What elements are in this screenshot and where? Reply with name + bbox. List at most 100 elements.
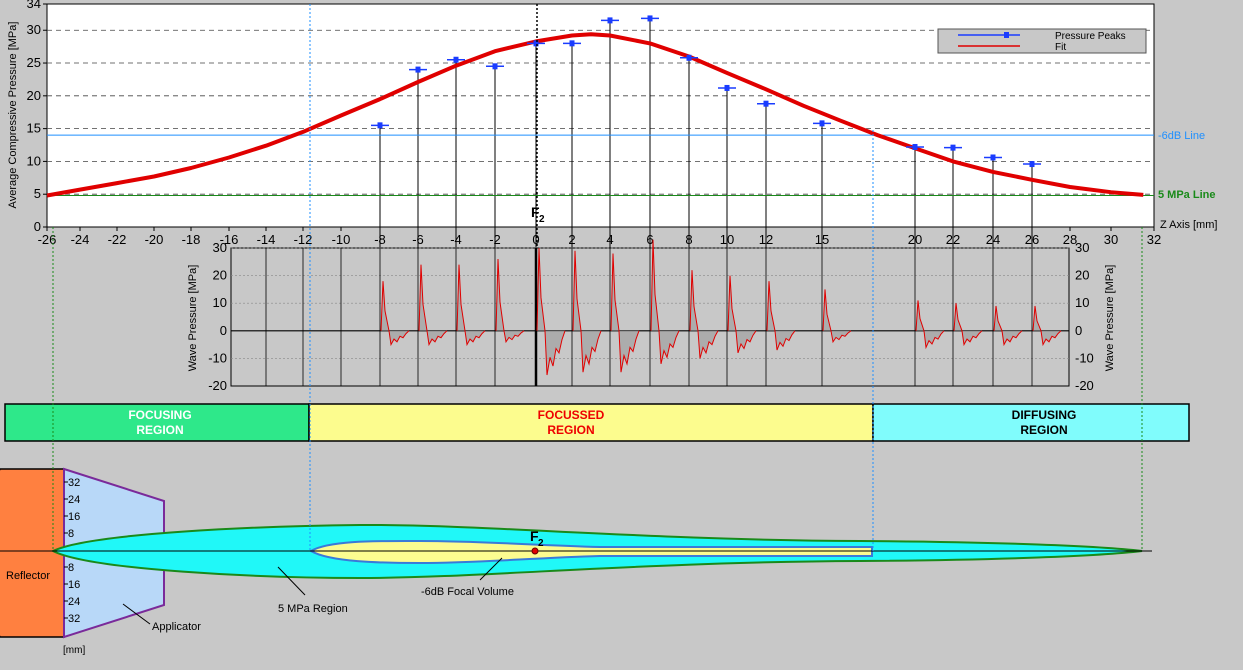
- scale-label: 24: [68, 596, 80, 608]
- y-tick-label: 25: [27, 55, 41, 70]
- x-tick-label: -10: [332, 232, 351, 247]
- focusing-region-label-2: REGION: [136, 423, 183, 437]
- y-tick-label: 20: [27, 88, 41, 103]
- waveform-y-tick-left: -20: [208, 378, 227, 393]
- pressure-x-ticks: -26 -24 -22 -20 -18 -16 -14 -12 -10 -8 -6 -4 -2 0 2 4 6 8…: [38, 227, 1161, 247]
- peak-point: [1029, 161, 1035, 168]
- waveform-trace: [766, 281, 796, 351]
- x-tick-label: -12: [294, 232, 313, 247]
- focussed-region-label-1: FOCUSSED: [538, 408, 605, 422]
- peak-point: [492, 63, 498, 70]
- x-tick-label: -16: [220, 232, 239, 247]
- x-tick-label: 28: [1063, 232, 1077, 247]
- x-tick-label: -22: [108, 232, 127, 247]
- y-tick-label: 5: [34, 186, 41, 201]
- waveform-trace: [495, 258, 525, 344]
- x-tick-label: 26: [1025, 232, 1039, 247]
- waveform-verticals: [265, 248, 1033, 386]
- peak-point: [686, 54, 692, 61]
- focus-label-top: F: [531, 204, 540, 220]
- x-tick-label: 22: [946, 232, 960, 247]
- 5mpa-region-label: 5 MPa Region: [278, 603, 348, 615]
- waveform-y-tick-right: 30: [1075, 240, 1089, 255]
- focal-diagram: Reflector Applicator 322416808162432 [mm…: [0, 467, 1152, 656]
- waveform-y-tick-left: 30: [213, 240, 227, 255]
- diffusing-region-label-1: DIFFUSING: [1012, 408, 1077, 422]
- peak-point: [763, 100, 769, 107]
- waveform-fill: [767, 281, 795, 351]
- peak-point: [415, 66, 421, 73]
- legend-peaks-marker: [1004, 32, 1009, 38]
- waveform-fill: [537, 248, 565, 375]
- scale-label: 24: [68, 494, 80, 506]
- waveform-trace: [915, 300, 945, 350]
- waveform-fill: [690, 270, 718, 359]
- y-tick-label: 10: [27, 153, 41, 168]
- x-tick-label: 4: [606, 232, 613, 247]
- x-tick-label: 2: [568, 232, 575, 247]
- waveform-fill: [381, 281, 409, 345]
- peak-point: [647, 15, 653, 22]
- x-tick-label: -20: [145, 232, 164, 247]
- y-tick-label: 15: [27, 121, 41, 136]
- waveform-trace: [727, 275, 757, 354]
- focus-sub-diagram: 2: [538, 538, 544, 549]
- focal-volume-pointer: [479, 557, 503, 581]
- waveform-y-tick-right: -20: [1075, 378, 1094, 393]
- waveform-fill: [1033, 306, 1061, 345]
- scale-label: 16: [68, 579, 80, 591]
- waveform-trace: [456, 264, 486, 347]
- legend-fit-label: Fit: [1055, 42, 1066, 53]
- x-tick-label: 24: [986, 232, 1000, 247]
- pressure-legend: Pressure Peaks Fit: [937, 28, 1147, 54]
- waveform-trace: [610, 253, 640, 373]
- x-tick-label: 32: [1147, 232, 1161, 247]
- peak-point: [950, 144, 956, 151]
- scale-label: 16: [68, 511, 80, 523]
- waveform-y-tick-left: 10: [213, 295, 227, 310]
- scale-label: 8: [68, 562, 74, 574]
- waveform-trace: [380, 281, 410, 347]
- x-tick-label: -18: [182, 232, 201, 247]
- waveform-y-ticks-right: 30 20 10 0 -10 -20: [1075, 240, 1094, 393]
- waveform-trace: [650, 239, 680, 365]
- waveform-y-label-left: Wave Pressure [MPa]: [187, 265, 199, 372]
- focusing-region-label-1: FOCUSING: [128, 408, 191, 422]
- focus-point: [531, 547, 539, 555]
- x-tick-label: 10: [720, 232, 734, 247]
- 5mpa-line-label: 5 MPa Line: [1158, 189, 1215, 201]
- waveform-y-tick-left: -10: [208, 350, 227, 365]
- waveform-trace: [1032, 305, 1062, 347]
- waveform-trace: [572, 250, 602, 373]
- minus6db-line-label: -6dB Line: [1158, 130, 1205, 142]
- waveform-fill: [994, 306, 1022, 345]
- 5mpa-pointer: [277, 566, 306, 596]
- focus-sub-top: 2: [539, 214, 545, 225]
- peak-point: [724, 84, 730, 91]
- legend-peaks-label: Pressure Peaks: [1055, 31, 1126, 42]
- focussed-region-box: [308, 403, 874, 442]
- waveform-fill: [651, 239, 679, 364]
- x-tick-label: 20: [908, 232, 922, 247]
- x-tick-label: 6: [646, 232, 653, 247]
- x-tick-label: 15: [815, 232, 829, 247]
- x-tick-label: 8: [685, 232, 692, 247]
- reference-lines: [47, 134, 1154, 197]
- peak-point: [912, 143, 918, 150]
- waveform-y-tick-right: 10: [1075, 295, 1089, 310]
- waveform-y-tick-right: 0: [1075, 323, 1082, 338]
- focussed-region-label-2: REGION: [547, 423, 594, 437]
- x-tick-label: -8: [374, 232, 386, 247]
- waveform-y-label-right: Wave Pressure [MPa]: [1104, 265, 1116, 372]
- pressure-y-ticks: 0 5 10 15 20 25 30 34: [27, 0, 47, 234]
- peak-point: [569, 40, 575, 47]
- x-tick-label: 30: [1104, 232, 1118, 247]
- reflector-label: Reflector: [6, 570, 50, 582]
- x-tick-label: 0: [532, 232, 539, 247]
- waveform-traces: [380, 239, 1062, 376]
- region-guides: [52, 4, 1143, 551]
- waveform-chart: 30 20 10 0 -10 -20 30 20 10 0 -10 -20 Wave Pressur…: [187, 239, 1116, 393]
- x-tick-label: -6: [412, 232, 424, 247]
- waveform-y-tick-left: 0: [220, 323, 227, 338]
